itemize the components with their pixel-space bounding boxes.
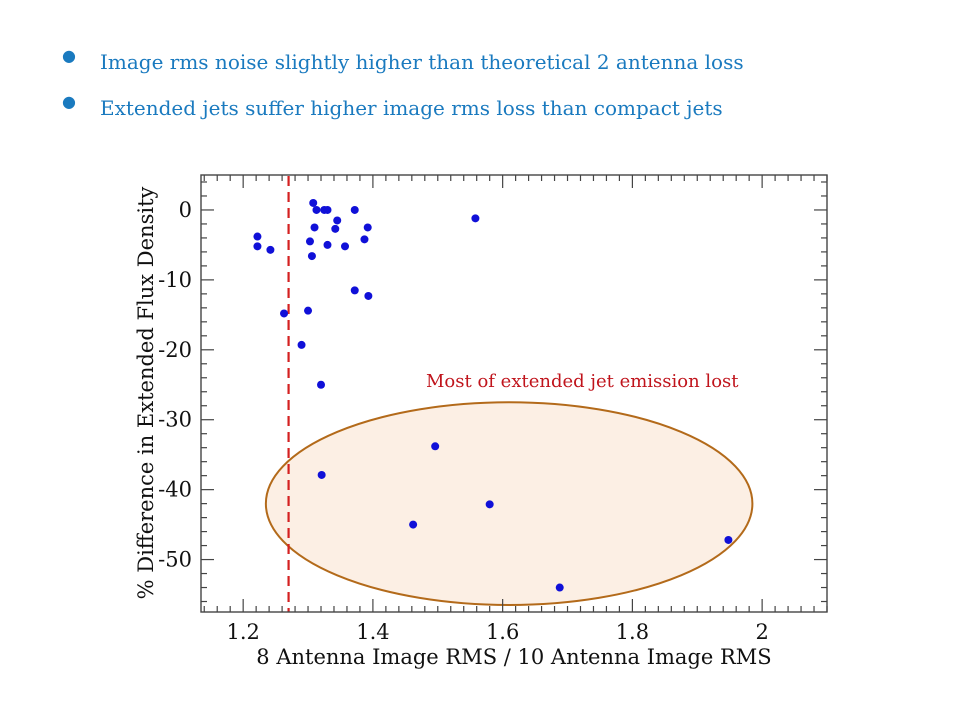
data-point	[485, 500, 494, 509]
bullet-text: Extended jets suffer higher image rms lo…	[100, 96, 723, 120]
data-point	[364, 291, 373, 300]
data-point	[305, 237, 314, 246]
x-axis-title: 8 Antenna Image RMS / 10 Antenna Image R…	[256, 645, 771, 669]
data-point	[724, 535, 733, 544]
bullet-dot-icon: ●	[62, 46, 76, 65]
axis-ticks	[201, 175, 828, 612]
data-point	[253, 242, 262, 251]
y-tick-label: 0	[179, 198, 192, 222]
bullet-list: ● Image rms noise slightly higher than t…	[62, 44, 744, 136]
data-point	[304, 306, 313, 315]
y-tick-label: -20	[158, 338, 192, 362]
data-point	[310, 223, 319, 232]
data-point	[317, 380, 326, 389]
data-points	[253, 198, 733, 592]
data-point	[333, 216, 342, 225]
data-point	[312, 205, 321, 214]
data-point	[409, 520, 418, 529]
data-point	[350, 286, 359, 295]
x-tick-label: 1.8	[616, 620, 649, 644]
x-tick-label: 2	[755, 620, 768, 644]
bullet-item: ● Extended jets suffer higher image rms …	[62, 90, 744, 136]
data-point	[253, 232, 262, 241]
data-point	[317, 470, 326, 479]
data-point	[363, 223, 372, 232]
plot-frame	[200, 174, 828, 613]
data-point	[341, 242, 350, 251]
data-point	[280, 309, 289, 318]
data-point	[331, 224, 340, 233]
data-point	[309, 198, 318, 207]
data-point	[297, 340, 306, 349]
annotation-label: Most of extended jet emission lost	[426, 371, 739, 392]
data-point	[323, 205, 332, 214]
y-tick-label: -30	[158, 408, 192, 432]
highlight-ellipse	[264, 401, 754, 607]
data-point	[307, 252, 316, 261]
data-point	[266, 245, 275, 254]
data-point	[323, 240, 332, 249]
y-tick-label: -40	[158, 478, 192, 502]
x-tick-label: 1.6	[486, 620, 519, 644]
y-tick-label: -50	[158, 548, 192, 572]
data-point	[360, 235, 369, 244]
tick-labels: 1.2 1.4 1.6 1.8 2 0 -10 -20 -30 -40 -50	[158, 198, 769, 644]
data-point	[350, 205, 359, 214]
data-point	[555, 583, 564, 592]
highlight-layer	[264, 401, 754, 607]
bullet-text: Image rms noise slightly higher than the…	[100, 50, 744, 74]
y-axis-title: % Difference in Extended Flux Density	[134, 186, 158, 599]
bullet-dot-icon: ●	[62, 92, 76, 111]
x-tick-label: 1.2	[226, 620, 259, 644]
x-tick-label: 1.4	[356, 620, 389, 644]
y-tick-label: -10	[158, 268, 192, 292]
data-point	[471, 214, 480, 223]
bullet-item: ● Image rms noise slightly higher than t…	[62, 44, 744, 90]
data-point	[431, 442, 440, 451]
